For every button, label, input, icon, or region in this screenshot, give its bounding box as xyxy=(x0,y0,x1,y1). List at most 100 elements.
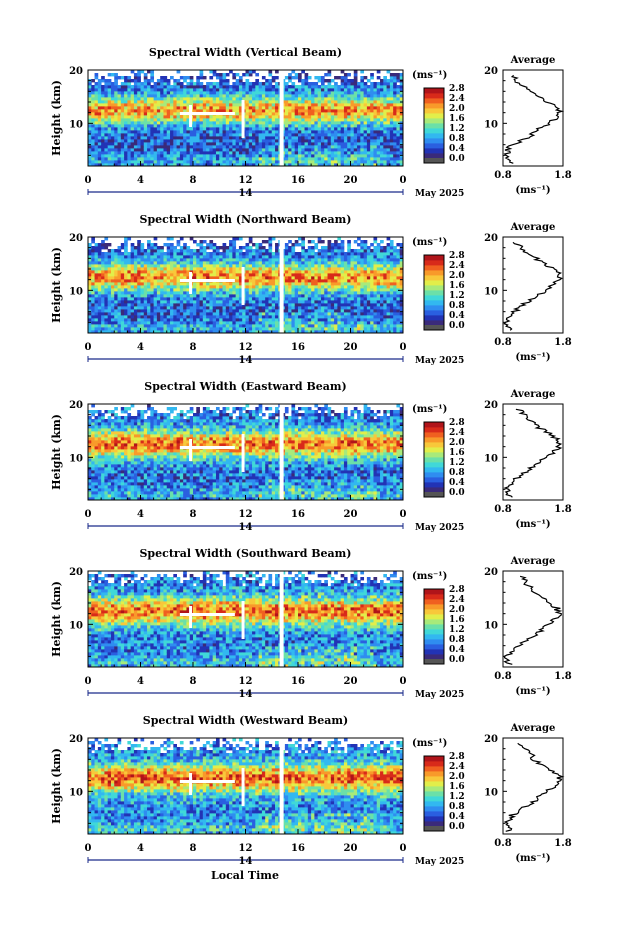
heatmap-cell xyxy=(160,112,164,116)
heatmap-cell xyxy=(373,121,378,125)
heatmap-cell xyxy=(235,300,240,304)
heatmap-cell xyxy=(133,267,138,271)
heatmap-cell xyxy=(268,115,273,119)
heatmap-cell xyxy=(202,312,207,316)
heatmap-cell xyxy=(97,121,102,125)
heatmap-cell xyxy=(156,303,161,307)
heatmap-cell xyxy=(265,291,269,295)
heatmap-cell xyxy=(370,163,374,167)
heatmap-cell xyxy=(265,136,269,140)
heatmap-cell xyxy=(284,285,289,289)
heatmap-cell xyxy=(268,303,273,307)
heatmap-cell xyxy=(343,82,348,86)
heatmap-cell xyxy=(215,282,220,286)
heatmap-cell xyxy=(268,243,273,247)
heatmap-cell xyxy=(288,109,292,113)
heatmap-cell xyxy=(193,282,197,286)
heatmap-cell xyxy=(399,160,404,164)
heatmap-cell xyxy=(133,261,138,265)
heatmap-cell xyxy=(124,106,128,110)
heatmap-cell xyxy=(225,97,230,101)
heatmap-cell xyxy=(170,309,174,313)
heatmap-cell xyxy=(225,130,230,134)
heatmap-cell xyxy=(238,106,243,110)
heatmap-cell xyxy=(127,79,132,83)
heatmap-cell xyxy=(130,133,135,137)
heatmap-cell xyxy=(383,124,387,128)
heatmap-cell xyxy=(127,327,132,331)
heatmap-cell xyxy=(271,139,276,143)
heatmap-cell xyxy=(317,157,322,161)
heatmap-cell xyxy=(242,264,246,268)
heatmap-cell xyxy=(229,243,233,247)
heatmap-cell xyxy=(94,261,99,265)
heatmap-cell xyxy=(147,82,151,86)
heatmap-cell xyxy=(255,148,260,152)
heatmap-cell xyxy=(104,133,109,137)
heatmap-cell xyxy=(94,324,99,328)
heatmap-cell xyxy=(327,160,332,164)
heatmap-cell xyxy=(304,142,309,146)
heatmap-cell xyxy=(130,115,135,119)
heatmap-cell xyxy=(94,109,99,113)
heatmap-cell xyxy=(137,243,141,247)
heatmap-cell xyxy=(235,121,240,125)
date-label: May 2025 xyxy=(415,189,464,199)
colorbar-tick-label: 0.8 xyxy=(449,134,465,144)
heatmap-cell xyxy=(304,124,309,128)
heatmap-cell xyxy=(88,288,92,292)
panel-1: Spectral Width (Vertical Beam)1020Height… xyxy=(50,46,572,199)
heatmap-cell xyxy=(298,243,302,247)
heatmap-cell xyxy=(238,294,243,298)
data-gap xyxy=(179,112,235,115)
heatmap-cell xyxy=(222,261,227,265)
heatmap-cell xyxy=(196,151,200,155)
heatmap-cell xyxy=(275,97,279,101)
heatmap-cell xyxy=(212,139,217,143)
heatmap-cell xyxy=(97,282,102,286)
heatmap-cell xyxy=(245,82,250,86)
heatmap-cell xyxy=(133,264,138,268)
heatmap-cell xyxy=(340,151,345,155)
heatmap-cell xyxy=(304,264,309,268)
heatmap-cell xyxy=(248,139,253,143)
heatmap-cell xyxy=(261,279,266,283)
heatmap-cell xyxy=(179,270,184,274)
heatmap-cell xyxy=(140,115,145,119)
heatmap-cell xyxy=(91,124,95,128)
heatmap-cell xyxy=(245,73,250,77)
heatmap-cell xyxy=(222,145,227,149)
heatmap-cell xyxy=(363,100,368,104)
heatmap-cell xyxy=(301,246,305,250)
heatmap-cell xyxy=(288,145,292,149)
heatmap-cell xyxy=(383,160,387,164)
heatmap-cell xyxy=(229,91,233,95)
heatmap-cell xyxy=(294,303,299,307)
heatmap-cell xyxy=(288,327,292,331)
heatmap-cell xyxy=(383,106,387,110)
heatmap-cell xyxy=(320,106,325,110)
heatmap-cell xyxy=(104,124,109,128)
heatmap-cell xyxy=(179,312,184,316)
heatmap-cell xyxy=(386,97,391,101)
heatmap-cell xyxy=(219,148,223,152)
heatmap-cell xyxy=(301,318,305,322)
heatmap-cell xyxy=(163,145,168,149)
heatmap-cell xyxy=(320,127,325,131)
heatmap-cell xyxy=(193,100,197,104)
heatmap-cell xyxy=(101,294,105,298)
heatmap-cell xyxy=(215,312,220,316)
heatmap-cell xyxy=(133,312,138,316)
heatmap-cell xyxy=(163,124,168,128)
heatmap-cell xyxy=(150,70,155,74)
heatmap-cell xyxy=(176,276,181,280)
heatmap-cell xyxy=(393,115,397,119)
heatmap-cell xyxy=(206,327,210,331)
heatmap-cell xyxy=(143,157,148,161)
heatmap-cell xyxy=(176,279,181,283)
heatmap-cell xyxy=(261,82,266,86)
heatmap-cell xyxy=(235,145,240,149)
heatmap-cell xyxy=(110,127,115,131)
heatmap-cell xyxy=(327,145,332,149)
heatmap-cell xyxy=(363,115,368,119)
